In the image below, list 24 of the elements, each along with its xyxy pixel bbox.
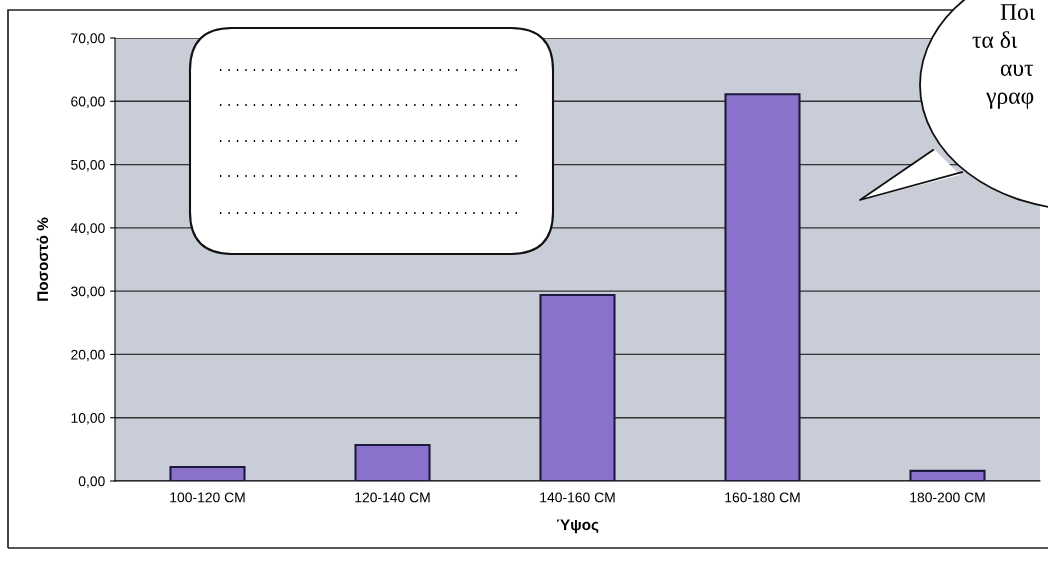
bar (909, 469, 986, 481)
x-tick-label: 100-120 CM (170, 492, 245, 503)
bar (724, 93, 801, 481)
bar (354, 443, 431, 481)
bar (539, 293, 616, 481)
annotation: γραφ (985, 92, 1034, 109)
text: Ποι (1000, 4, 1036, 20)
y-tick-label: 50,00 (71, 159, 105, 172)
y-axis-title: Ποσοστό % (36, 217, 49, 301)
x-axis-title: Ύψος (556, 519, 599, 534)
y-tick-label: 30,00 (71, 286, 105, 298)
x-tick-label: 180-200 CM (910, 492, 985, 503)
y-tick-label: 10,00 (71, 413, 105, 425)
x-tick-label: 160-180 CM (725, 492, 800, 503)
x-tick-label: 140-160 CM (540, 492, 615, 503)
y-tick-label: 60,00 (71, 96, 105, 109)
y-tick-label: 0,00 (78, 476, 105, 488)
bar (169, 466, 246, 481)
y-tick-label: 20,00 (71, 349, 105, 362)
y-tick-label: 40,00 (70, 223, 105, 235)
y-tick-label: 70,00 (71, 33, 105, 45)
x-tick-label: 120-140 CM (355, 492, 430, 503)
annotation: τα δι (972, 31, 1018, 48)
annotation: αυτ (1000, 64, 1034, 76)
